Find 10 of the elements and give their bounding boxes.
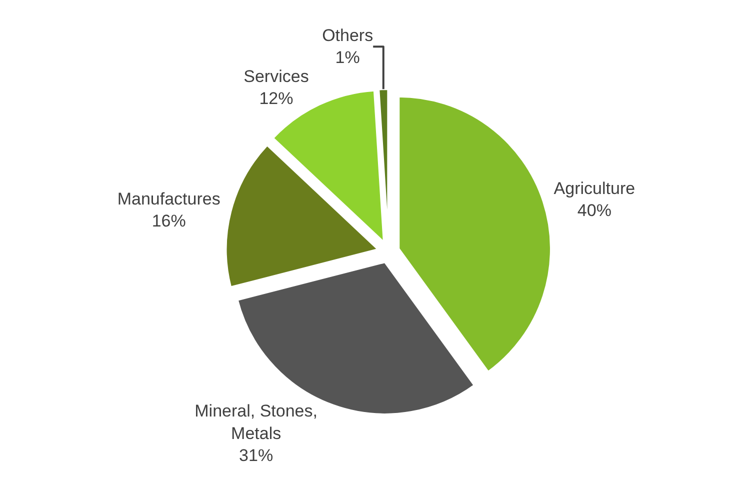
slice-label: Others <box>322 26 374 46</box>
data-label: 1% <box>335 48 360 68</box>
slice-label: Agriculture <box>554 179 636 198</box>
data-label: 40% <box>577 201 612 220</box>
slice-label: Manufactures <box>117 190 220 209</box>
slice-label: Mineral, Stones, Metals <box>194 402 318 443</box>
slice-label: Services <box>244 67 309 86</box>
data-label: 31% <box>239 446 274 465</box>
data-label: 12% <box>259 89 294 108</box>
data-label: 16% <box>152 212 186 231</box>
